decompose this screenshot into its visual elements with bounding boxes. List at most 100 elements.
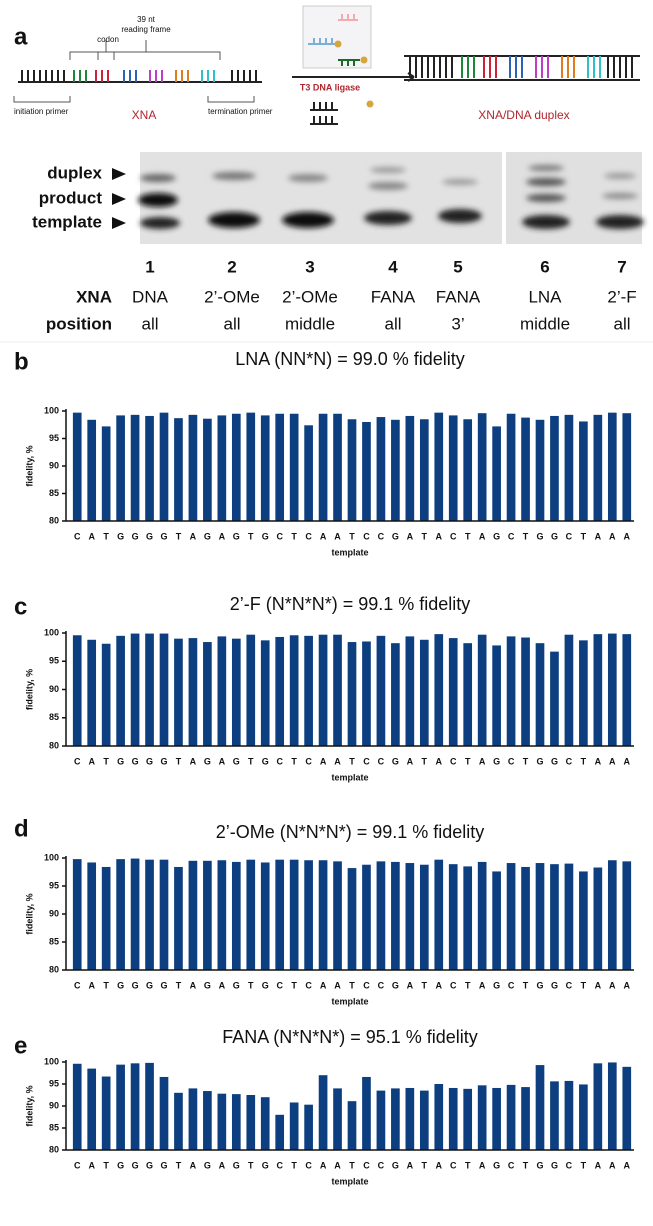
x-tick-label: A [190,1160,197,1170]
x-tick-label: C [74,980,81,990]
x-tick-label: C [508,1160,515,1170]
x-tick-label: C [450,980,457,990]
bar [463,866,473,970]
x-tick-label: G [262,1160,269,1170]
x-tick-label: A [436,531,443,541]
bar [405,863,415,970]
x-tick-label: A [479,1160,486,1170]
x-axis-label: template [331,1176,368,1186]
bar [419,1090,429,1150]
bar [231,1094,241,1150]
y-tick-label: 90 [49,684,59,694]
chart-title: 2’-OMe (N*N*N*) = 99.1 % fidelity [216,822,485,842]
bar [579,421,588,521]
x-tick-label: A [595,756,602,766]
x-tick-label: G [392,531,399,541]
bar [246,634,256,746]
bar [72,859,82,970]
bar [203,860,212,970]
x-tick-label: G [117,756,124,766]
bar [477,413,487,521]
annotation: XNA [132,108,157,122]
bar [174,1092,183,1150]
x-tick-label: A [595,531,602,541]
x-tick-label: G [551,1160,558,1170]
bar [506,1084,516,1150]
x-tick-label: T [349,531,355,541]
bar [391,1088,400,1150]
x-tick-label: T [465,980,471,990]
bar [506,636,516,746]
x-tick-label: C [74,756,81,766]
x-tick-label: C [74,1160,81,1170]
lane-position: all [613,314,630,333]
x-tick-label: G [262,980,269,990]
x-tick-label: T [176,531,182,541]
gel-label: duplex [47,163,102,182]
y-tick-label: 100 [44,852,59,862]
bar [217,860,227,970]
x-tick-label: T [176,756,182,766]
y-tick-label: 85 [49,1122,59,1132]
bar [260,415,270,521]
x-tick-label: C [450,1160,457,1170]
x-tick-label: G [392,1160,399,1170]
x-tick-label: G [551,531,558,541]
bar [333,634,342,746]
x-tick-label: C [305,980,312,990]
bar [231,861,241,970]
x-tick-label: T [581,1160,587,1170]
bar [260,1097,270,1150]
bar [492,426,501,521]
x-tick-label: A [334,1160,341,1170]
x-tick-label: A [479,980,486,990]
lane-xna: LNA [528,287,562,306]
x-tick-label: C [276,756,283,766]
x-tick-label: A [436,756,443,766]
x-tick-label: A [609,1160,616,1170]
annotation: initiation primer [14,107,69,116]
x-tick-label: A [219,531,226,541]
bar [130,414,140,521]
bar [477,861,487,970]
bar [333,413,342,521]
x-tick-label: G [146,756,153,766]
x-tick-label: T [523,756,529,766]
y-tick-label: 95 [49,1078,59,1088]
lane-xna: 2’-OMe [282,287,338,306]
x-tick-label: A [88,980,95,990]
x-tick-label: T [465,756,471,766]
bar [521,866,530,970]
y-axis-label: fidelity, % [24,669,34,710]
x-tick-label: A [320,1160,327,1170]
bar [376,417,386,521]
y-axis-label: fidelity, % [24,445,34,486]
lane-xna: 2’-OMe [204,287,260,306]
bar [72,412,82,521]
bar [535,863,545,970]
y-tick-label: 85 [49,712,59,722]
x-tick-label: G [146,1160,153,1170]
bar [101,643,111,746]
bar [419,419,429,521]
x-tick-label: T [291,531,297,541]
bar [477,1085,487,1150]
x-tick-label: A [190,531,197,541]
lane-position: all [384,314,401,333]
x-tick-label: C [566,1160,573,1170]
ligation-parts [292,14,415,125]
bar [188,1088,198,1150]
bar [347,642,357,746]
panel-letter: d [14,815,29,842]
x-tick-label: G [493,1160,500,1170]
bar [231,413,241,521]
bar [159,859,169,970]
x-tick-label: T [291,756,297,766]
panel-letter: e [14,1032,27,1059]
bar [492,871,501,970]
bar [72,635,82,746]
lane-labels: 1 DNA all 2 2’-OMe all 3 2’-OMe middle 4 FANA all 5 F… [132,257,637,333]
bar [275,859,285,970]
gel-label: template [32,212,102,231]
bar [318,860,328,970]
